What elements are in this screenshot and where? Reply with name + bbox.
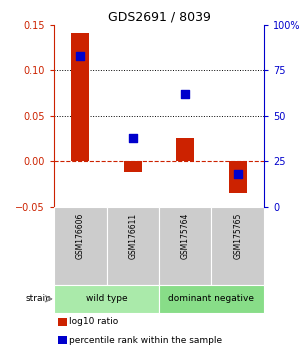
Point bbox=[235, 171, 240, 177]
Title: GDS2691 / 8039: GDS2691 / 8039 bbox=[108, 11, 210, 24]
Bar bbox=[212, 207, 264, 285]
Bar bbox=[54, 207, 106, 285]
Text: log10 ratio: log10 ratio bbox=[69, 317, 118, 326]
Bar bbox=[229, 161, 247, 193]
Bar bbox=[159, 285, 264, 313]
Point bbox=[78, 53, 83, 58]
Bar bbox=[106, 207, 159, 285]
Point bbox=[183, 91, 188, 97]
Text: strain: strain bbox=[26, 295, 51, 303]
Text: GSM175764: GSM175764 bbox=[181, 213, 190, 259]
Text: percentile rank within the sample: percentile rank within the sample bbox=[69, 336, 222, 345]
Text: GSM176611: GSM176611 bbox=[128, 213, 137, 259]
Text: wild type: wild type bbox=[86, 295, 127, 303]
Text: GSM176606: GSM176606 bbox=[76, 213, 85, 259]
Bar bbox=[58, 318, 67, 326]
Bar bbox=[54, 285, 159, 313]
Bar bbox=[176, 138, 194, 161]
Bar bbox=[124, 161, 142, 172]
Bar bbox=[159, 207, 211, 285]
Point bbox=[130, 135, 135, 140]
Bar bbox=[71, 33, 89, 161]
Text: GSM175765: GSM175765 bbox=[233, 213, 242, 259]
Bar bbox=[58, 336, 67, 344]
Text: dominant negative: dominant negative bbox=[169, 295, 254, 303]
